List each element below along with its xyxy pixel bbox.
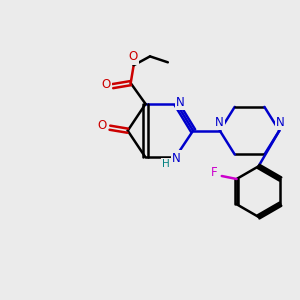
Text: N: N: [214, 116, 223, 129]
Text: N: N: [276, 116, 285, 129]
Text: N: N: [172, 152, 181, 164]
Text: F: F: [211, 166, 217, 179]
Text: O: O: [102, 77, 111, 91]
Text: O: O: [128, 50, 137, 64]
Text: H: H: [162, 159, 169, 169]
Text: O: O: [97, 119, 106, 132]
Text: N: N: [176, 96, 185, 109]
